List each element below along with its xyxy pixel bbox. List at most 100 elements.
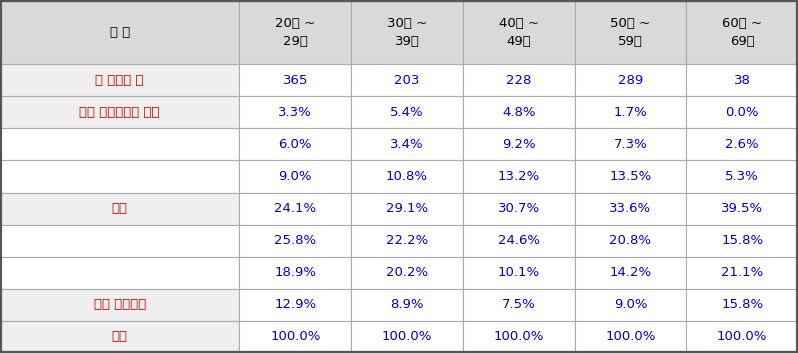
Text: 24.6%: 24.6%: [498, 234, 539, 247]
Bar: [463, 257, 575, 289]
Bar: [686, 96, 798, 128]
Text: 365: 365: [282, 74, 308, 87]
Text: 5.4%: 5.4%: [390, 106, 424, 119]
Text: 15.8%: 15.8%: [721, 298, 763, 311]
Bar: [239, 161, 351, 192]
Text: 9.0%: 9.0%: [279, 170, 312, 183]
Bar: [463, 289, 575, 321]
Bar: [575, 64, 686, 96]
Text: 0.0%: 0.0%: [725, 106, 759, 119]
Bar: [239, 0, 351, 64]
Bar: [575, 225, 686, 257]
Bar: [239, 192, 351, 225]
Bar: [351, 257, 463, 289]
Bar: [0, 0, 239, 64]
Text: 9.2%: 9.2%: [502, 138, 535, 151]
Bar: [239, 128, 351, 161]
Bar: [0, 96, 239, 128]
Text: 24.1%: 24.1%: [275, 202, 316, 215]
Bar: [351, 225, 463, 257]
Text: 보통: 보통: [112, 202, 128, 215]
Bar: [686, 128, 798, 161]
Text: 18.9%: 18.9%: [275, 266, 316, 279]
Bar: [686, 225, 798, 257]
Text: 구 분: 구 분: [109, 25, 130, 38]
Text: 203: 203: [394, 74, 420, 87]
Bar: [463, 128, 575, 161]
Text: 100.0%: 100.0%: [493, 330, 544, 343]
Bar: [239, 321, 351, 353]
Bar: [463, 161, 575, 192]
Bar: [0, 257, 239, 289]
Text: 39.5%: 39.5%: [721, 202, 763, 215]
Text: 30.7%: 30.7%: [498, 202, 539, 215]
Text: 30세 ~
39세: 30세 ~ 39세: [387, 17, 427, 48]
Text: 25.8%: 25.8%: [275, 234, 316, 247]
Text: 13.2%: 13.2%: [498, 170, 539, 183]
Bar: [351, 161, 463, 192]
Text: 33.6%: 33.6%: [610, 202, 651, 215]
Text: 15.8%: 15.8%: [721, 234, 763, 247]
Text: 7.3%: 7.3%: [614, 138, 647, 151]
Text: 8.9%: 8.9%: [390, 298, 424, 311]
Bar: [686, 161, 798, 192]
Bar: [686, 192, 798, 225]
Bar: [351, 128, 463, 161]
Bar: [0, 128, 239, 161]
Text: 3.4%: 3.4%: [390, 138, 424, 151]
Bar: [575, 161, 686, 192]
Text: 3.3%: 3.3%: [279, 106, 312, 119]
Text: 6.0%: 6.0%: [279, 138, 312, 151]
Bar: [0, 192, 239, 225]
Text: 29.1%: 29.1%: [386, 202, 428, 215]
Bar: [239, 64, 351, 96]
Bar: [351, 321, 463, 353]
Bar: [463, 0, 575, 64]
Text: 50세 ~
59세: 50세 ~ 59세: [610, 17, 650, 48]
Text: 21.1%: 21.1%: [721, 266, 763, 279]
Bar: [463, 321, 575, 353]
Text: 100.0%: 100.0%: [270, 330, 321, 343]
Text: 총합: 총합: [112, 330, 128, 343]
Text: 14.2%: 14.2%: [610, 266, 651, 279]
Bar: [686, 321, 798, 353]
Bar: [0, 289, 239, 321]
Bar: [351, 192, 463, 225]
Text: 289: 289: [618, 74, 643, 87]
Bar: [351, 64, 463, 96]
Bar: [686, 0, 798, 64]
Text: 7.5%: 7.5%: [502, 298, 535, 311]
Bar: [239, 96, 351, 128]
Bar: [575, 257, 686, 289]
Text: 전혀 효과적이지 않음: 전혀 효과적이지 않음: [80, 106, 160, 119]
Bar: [351, 289, 463, 321]
Text: 9.0%: 9.0%: [614, 298, 647, 311]
Text: 12.9%: 12.9%: [275, 298, 316, 311]
Bar: [686, 257, 798, 289]
Bar: [463, 192, 575, 225]
Text: 100.0%: 100.0%: [605, 330, 656, 343]
Bar: [575, 321, 686, 353]
Text: 38: 38: [733, 74, 751, 87]
Text: 10.8%: 10.8%: [386, 170, 428, 183]
Bar: [239, 289, 351, 321]
Text: 13.5%: 13.5%: [610, 170, 651, 183]
Bar: [0, 321, 239, 353]
Bar: [239, 225, 351, 257]
Text: 10.1%: 10.1%: [498, 266, 539, 279]
Text: 20.2%: 20.2%: [386, 266, 428, 279]
Bar: [463, 225, 575, 257]
Text: 40세 ~
49세: 40세 ~ 49세: [499, 17, 539, 48]
Bar: [0, 161, 239, 192]
Text: 100.0%: 100.0%: [381, 330, 433, 343]
Bar: [351, 0, 463, 64]
Bar: [463, 96, 575, 128]
Bar: [686, 289, 798, 321]
Text: 4.8%: 4.8%: [502, 106, 535, 119]
Text: 20.8%: 20.8%: [610, 234, 651, 247]
Text: 22.2%: 22.2%: [386, 234, 428, 247]
Text: 5.3%: 5.3%: [725, 170, 759, 183]
Bar: [575, 96, 686, 128]
Text: 100.0%: 100.0%: [717, 330, 768, 343]
Text: 매우 효과적임: 매우 효과적임: [93, 298, 146, 311]
